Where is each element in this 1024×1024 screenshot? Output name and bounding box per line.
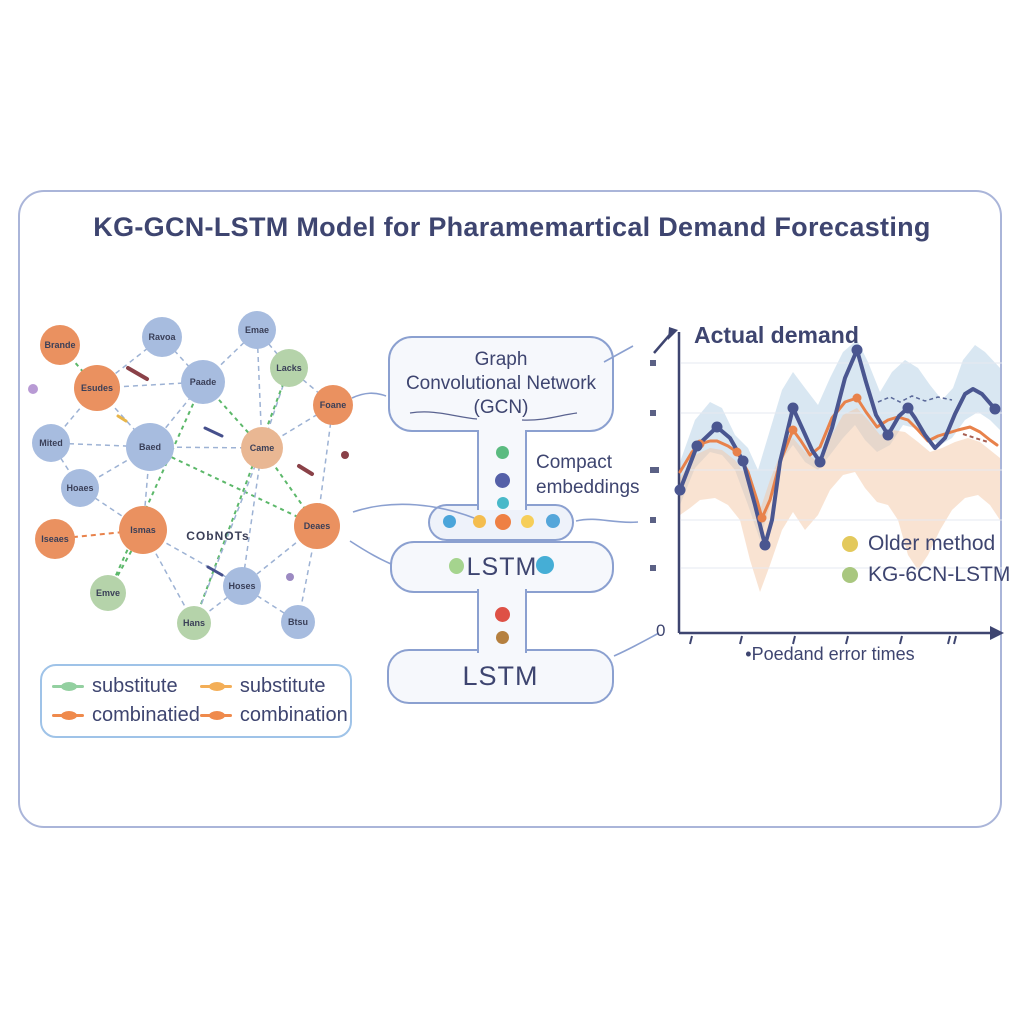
- embedding-dot: [495, 473, 510, 488]
- legend-dot-icon: [842, 535, 858, 552]
- y-axis-zero-label: 0: [656, 621, 666, 640]
- legend-line-icon: [52, 682, 84, 691]
- lstm1-label: LSTM: [466, 552, 538, 581]
- lstm2-label: LSTM: [462, 661, 539, 691]
- chart-legend-item: Older method: [842, 528, 1010, 559]
- legend-line-icon: [52, 711, 84, 720]
- embedding-dot: [496, 446, 509, 459]
- gcn-box: Graph Convolutional Network (GCN): [388, 336, 614, 432]
- embedding-dot: [496, 631, 509, 644]
- chart-legend: Older method KG-6CN-LSTM: [842, 528, 1010, 590]
- embedding-dot: [521, 515, 534, 528]
- embedding-dot: [495, 514, 511, 530]
- gcn-line-3: (GCN): [473, 397, 529, 418]
- chart-legend-item: KG-6CN-LSTM: [842, 559, 1010, 590]
- compact-embeddings-label: Compact embeddings: [536, 452, 640, 498]
- gcn-to-pill-connector: [477, 430, 527, 510]
- legend-line-icon: [199, 711, 232, 720]
- x-axis-label: •Poedand error times: [745, 644, 915, 664]
- gcn-line-1: Graph: [474, 349, 528, 370]
- chart-title: Actual demand: [694, 322, 859, 348]
- embedding-dot: [443, 515, 456, 528]
- gcn-line-2: Convolutional Network: [405, 373, 597, 394]
- embedding-dot: [497, 497, 509, 509]
- embedding-dot: [473, 515, 486, 528]
- legend-item: substitute: [199, 675, 348, 698]
- embedding-dot: [449, 558, 464, 574]
- legend-item: substitute: [52, 675, 200, 698]
- legend-item: combinatied: [52, 704, 200, 727]
- figure-title: KG-GCN-LSTM Model for Pharamemartical De…: [93, 212, 931, 242]
- embedding-dot: [546, 514, 560, 528]
- embedding-dot: [536, 556, 554, 574]
- legend-dot-icon: [842, 566, 858, 583]
- lstm-box-2: LSTM: [387, 649, 614, 704]
- lstm-box-1: LSTM: [390, 541, 614, 593]
- legend-line-icon: [199, 682, 232, 691]
- embedding-dot: [495, 607, 510, 622]
- legend-item: combination: [199, 704, 348, 727]
- graph-legend: substitute substitute combinatied combin…: [40, 664, 352, 738]
